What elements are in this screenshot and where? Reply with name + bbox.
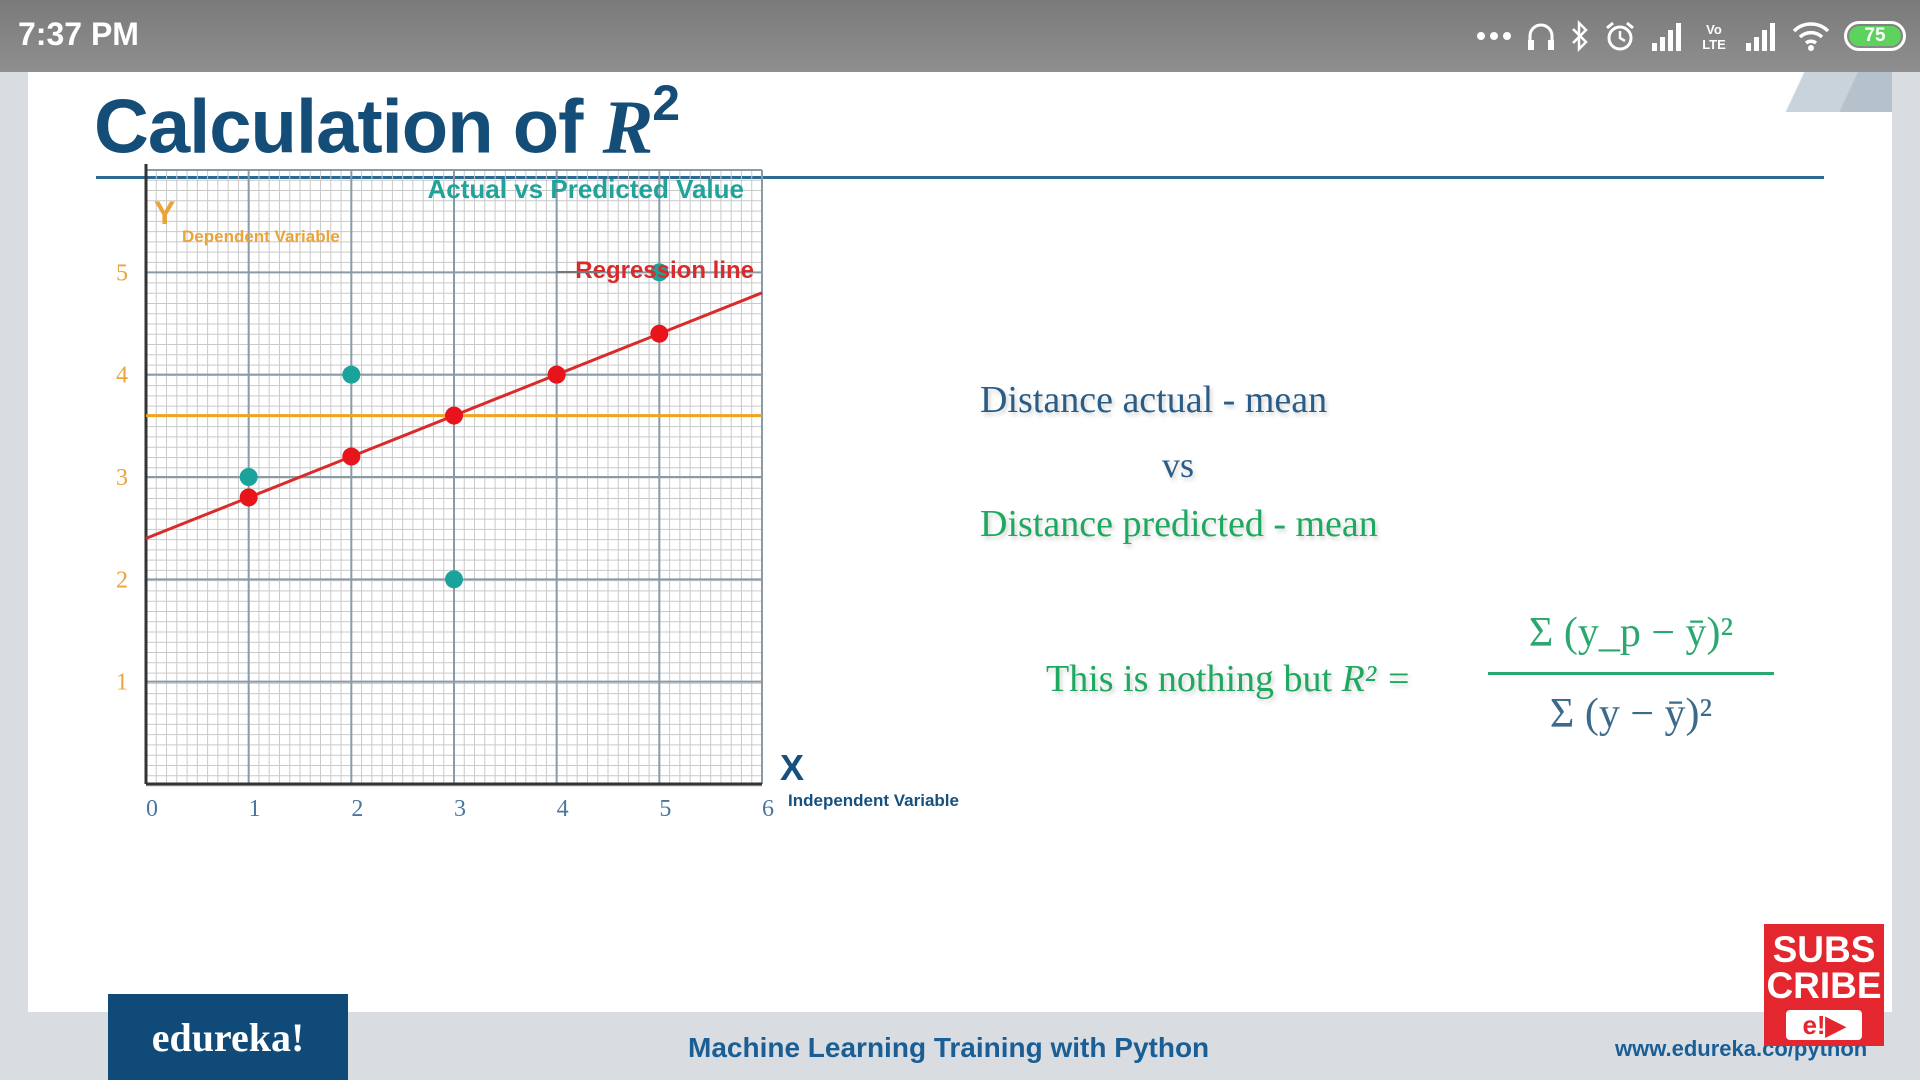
slide-title: Calculation of R2	[94, 75, 680, 171]
y-tick-labels: 1 2 3 4 5	[116, 260, 128, 695]
x-tick-label: 3	[454, 796, 466, 822]
formula-intro-text: This is nothing but	[1046, 658, 1342, 700]
predicted-point	[547, 365, 566, 384]
subscribe-line2: CRIBE	[1766, 965, 1882, 1006]
predicted-point	[650, 324, 669, 343]
x-axis-label: X	[780, 747, 804, 788]
x-tick-labels: 0 1 2 3 4 5 6	[146, 796, 774, 822]
y-tick-label: 5	[116, 260, 128, 286]
fraction-bar	[1488, 672, 1774, 675]
y-tick-label: 3	[116, 465, 128, 491]
distance-predicted-text: Distance predicted - mean	[980, 503, 1378, 545]
x-axis-sublabel: Independent Variable	[788, 791, 959, 810]
alarm-icon	[1606, 21, 1634, 51]
r-squared-fraction: Σ (y_p − ȳ)² Σ (y − ȳ)²	[1488, 602, 1774, 745]
vs-text: vs	[1162, 445, 1195, 485]
y-tick-label: 2	[116, 567, 128, 593]
x-tick-label: 0	[146, 796, 158, 822]
headphones-icon	[1528, 23, 1554, 50]
y-axis-label: Y	[154, 195, 175, 231]
course-title: Machine Learning Training with Python	[688, 1032, 1210, 1063]
title-prefix: Calculation of	[94, 84, 603, 170]
actual-point	[650, 263, 669, 282]
y-tick-label: 4	[116, 363, 128, 389]
actual-point	[239, 468, 258, 486]
svg-text:LTE: LTE	[1702, 37, 1726, 52]
wifi-icon	[1792, 22, 1830, 51]
more-dots-icon	[1477, 32, 1511, 40]
svg-text:Vo: Vo	[1706, 22, 1722, 37]
bluetooth-icon	[1572, 20, 1588, 52]
x-tick-label: 1	[249, 796, 261, 822]
regression-line-label: Regression line	[575, 257, 754, 284]
x-tick-label: 6	[762, 796, 774, 822]
battery-level: 75	[1849, 25, 1901, 46]
battery-icon: 75	[1844, 21, 1906, 51]
chart-title: Actual vs Predicted Value	[428, 174, 744, 204]
data-points	[239, 263, 669, 589]
status-bar: 7:37 PM Vo LTE 75	[0, 0, 1920, 72]
subscribe-button[interactable]: SUBS CRIBE e!▶	[1764, 924, 1884, 1046]
y-tick-label: 1	[116, 670, 128, 696]
subscribe-badge-icon: e!▶	[1786, 1010, 1862, 1040]
predicted-point	[239, 488, 258, 507]
formula-lhs: R² =	[1341, 658, 1412, 700]
predicted-point	[342, 447, 361, 466]
status-icons: Vo LTE 75	[1476, 14, 1906, 58]
edureka-logo: edureka!	[108, 994, 348, 1080]
fraction-denominator: Σ (y − ȳ)²	[1549, 691, 1713, 737]
x-tick-label: 5	[659, 796, 671, 822]
distance-actual-text: Distance actual - mean	[980, 379, 1328, 421]
title-superscript: 2	[652, 75, 680, 131]
signal-icon	[1652, 23, 1681, 51]
x-tick-label: 4	[557, 796, 569, 822]
predicted-point	[445, 406, 463, 425]
status-time: 7:37 PM	[18, 16, 139, 52]
title-underline	[96, 176, 1824, 179]
y-axis-sublabel: Dependent Variable	[182, 227, 340, 246]
actual-point	[342, 365, 361, 384]
formula-intro: This is nothing but R² =	[1046, 657, 1411, 701]
actual-point	[445, 570, 463, 589]
corner-decoration	[1732, 72, 1892, 112]
title-variable: R	[602, 85, 654, 170]
signal-icon	[1746, 23, 1775, 51]
x-tick-label: 2	[351, 796, 363, 822]
fraction-numerator: Σ (y_p − ȳ)²	[1528, 610, 1734, 656]
subscribe-line1: SUBS	[1772, 929, 1876, 970]
